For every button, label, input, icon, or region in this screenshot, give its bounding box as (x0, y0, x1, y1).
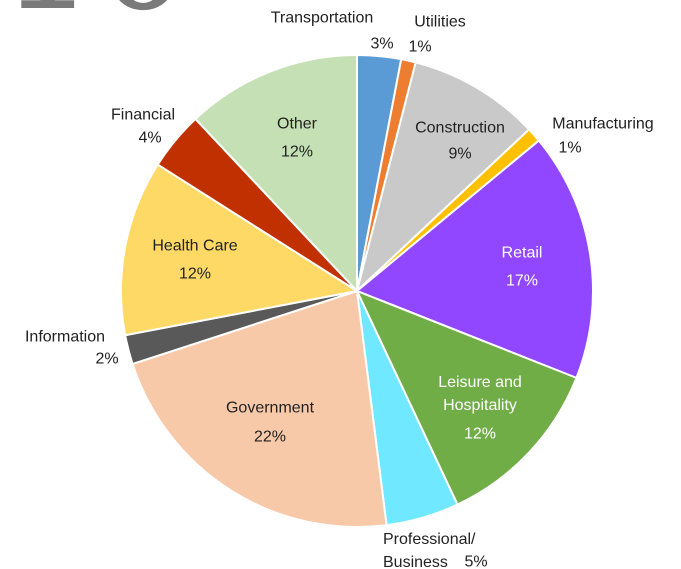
slice-value-label: 12% (178, 265, 212, 283)
slice-label: Leisure and Hospitality (438, 374, 522, 414)
page-number: 10 (0, 0, 191, 32)
pie-slice (131, 289, 388, 528)
slice-value-label: 4% (138, 129, 162, 147)
slice-label: Government (225, 399, 315, 417)
slice-label: Financial (110, 106, 176, 124)
slice-label: Health Care (152, 237, 238, 255)
slice-label: Construction (415, 119, 505, 137)
pie-slice (355, 61, 531, 295)
pie-slice (355, 289, 578, 506)
slice-value-label: 5% (464, 553, 488, 569)
slice-label: Utilities (414, 13, 466, 31)
slice-label: Other (276, 115, 318, 133)
slice-label: Retail (501, 244, 543, 262)
slice-label: Professional/ Business (383, 531, 476, 569)
slice-value-label: 12% (280, 143, 314, 161)
pie-slice (120, 163, 360, 337)
pie-slice (355, 139, 594, 380)
slice-label: Manufacturing (552, 115, 654, 133)
slice-value-label: 3% (370, 35, 394, 53)
slice-label: Transportation (270, 9, 374, 27)
slice-value-label: 1% (408, 38, 432, 56)
pie-slice (194, 53, 358, 294)
slice-value-label: 1% (558, 139, 582, 157)
slice-value-label: 17% (505, 272, 539, 290)
slice-value-label: 22% (253, 428, 287, 446)
slice-value-label: 9% (448, 145, 472, 163)
slice-value-label: 2% (95, 350, 119, 368)
slice-label: Information (24, 328, 106, 346)
slice-value-label: 12% (463, 425, 497, 443)
